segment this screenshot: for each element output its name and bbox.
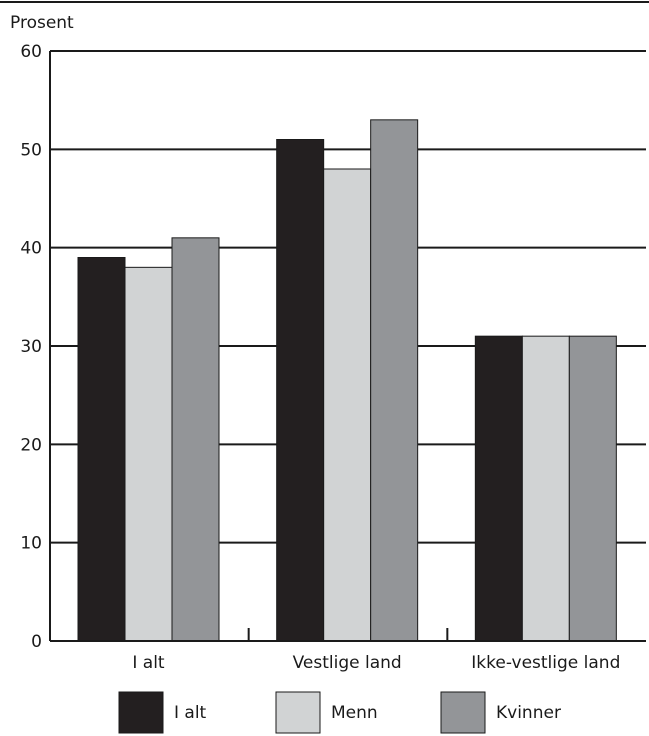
bar-1-2 (124, 266, 173, 642)
bar-3-3 (568, 335, 617, 642)
bar-2-1 (276, 139, 325, 642)
y-axis-label: Prosent (10, 13, 74, 33)
y-tick-label-20: 20 (20, 435, 42, 455)
y-tick-label-0: 0 (31, 632, 42, 652)
x-tick-label-2: Vestlige land (293, 653, 402, 673)
legend-label-2: Menn (331, 703, 378, 723)
legend-swatch-3 (440, 691, 486, 734)
legend-swatch-1 (118, 691, 164, 734)
bar-2-2 (323, 168, 372, 642)
y-tick-label-40: 40 (20, 239, 42, 259)
legend-label-3: Kvinner (496, 703, 561, 723)
x-tick-label-1: I alt (132, 653, 165, 673)
bar-2-3 (370, 119, 419, 642)
bar-3-2 (521, 335, 570, 642)
legend-label-1: I alt (174, 703, 207, 723)
legend-swatch-2 (275, 691, 321, 734)
legend: I alt Menn Kvinner (118, 691, 561, 734)
bar-3-1 (474, 335, 523, 642)
x-tick-label-3: Ikke-vestlige land (471, 653, 620, 673)
bar-1-3 (171, 237, 220, 642)
y-tick-label-30: 30 (20, 337, 42, 357)
y-tick-label-60: 60 (20, 42, 42, 62)
y-tick-label-50: 50 (20, 140, 42, 160)
bar-1-1 (77, 257, 126, 642)
y-tick-label-10: 10 (20, 534, 42, 554)
bars (77, 119, 617, 642)
axes: 0 10 20 30 40 50 60 I alt Vestlige land Ikke-vest… (20, 42, 646, 673)
